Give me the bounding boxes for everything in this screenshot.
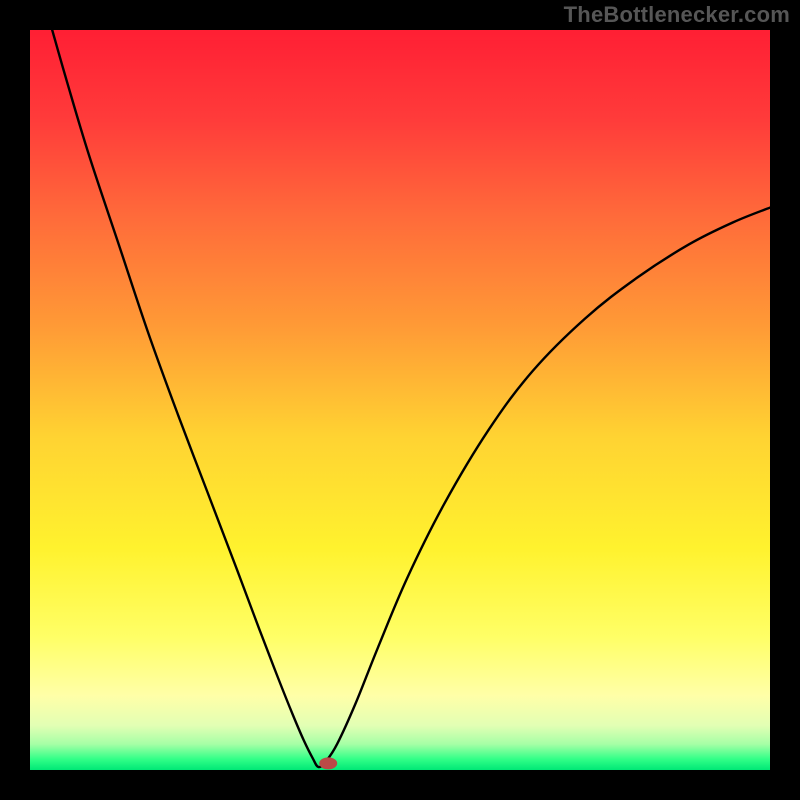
chart-background [30,30,770,770]
chart-frame: TheBottlenecker.com [0,0,800,800]
bottleneck-chart [30,30,770,770]
watermark-text: TheBottlenecker.com [564,2,790,28]
optimal-point-marker [319,757,337,769]
